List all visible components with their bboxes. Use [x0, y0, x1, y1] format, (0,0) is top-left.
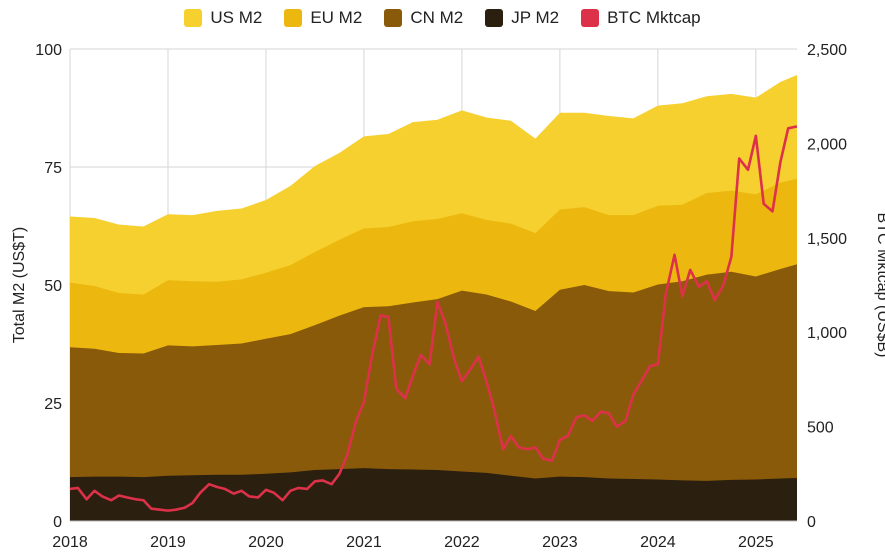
- legend-swatch: [485, 9, 504, 27]
- y-left-axis-title: Total M2 (US$T): [11, 227, 28, 343]
- x-tick-label: 2021: [346, 534, 382, 551]
- legend-label: EU M2: [310, 8, 363, 27]
- y-right-tick-label: 2,000: [807, 136, 847, 153]
- x-tick-label: 2023: [542, 534, 578, 551]
- y-left-tick-label: 50: [44, 278, 62, 295]
- area-cn-m2: [70, 264, 797, 521]
- legend-label: BTC Mktcap: [607, 8, 701, 27]
- legend-label: US M2: [210, 8, 263, 27]
- x-tick-label: 2018: [52, 534, 88, 551]
- y-right-axis-title: BTC Mktcap (US$B): [874, 213, 885, 358]
- legend-item: JP M2: [485, 8, 559, 28]
- legend-label: CN M2: [410, 8, 464, 27]
- y-left-tick-label: 25: [44, 396, 62, 413]
- legend-item: EU M2: [284, 8, 362, 28]
- legend-swatch: [581, 9, 600, 27]
- y-left-tick-label: 75: [44, 160, 62, 177]
- area-jp-m2: [70, 468, 797, 521]
- y-left-tick-label: 100: [35, 42, 62, 59]
- legend-swatch: [284, 9, 303, 27]
- x-tick-label: 2019: [150, 534, 186, 551]
- x-tick-label: 2025: [738, 534, 774, 551]
- legend-label: JP M2: [511, 8, 560, 27]
- y-left-tick-label: 0: [53, 514, 62, 531]
- y-right-tick-label: 1,000: [807, 325, 847, 342]
- y-right-tick-label: 1,500: [807, 231, 847, 248]
- y-right-tick-label: 2,500: [807, 42, 847, 59]
- x-tick-label: 2020: [248, 534, 284, 551]
- axes: 0 25 50 75 100 0 500 1,000 1,500 2,000 2,500 2018 20…: [35, 42, 847, 551]
- legend-item: US M2: [184, 8, 262, 28]
- legend-item: BTC Mktcap: [581, 8, 701, 28]
- y-right-tick-label: 0: [807, 514, 816, 531]
- x-tick-label: 2024: [640, 534, 676, 551]
- btc-line-layer: [69, 125, 798, 512]
- legend-item: CN M2: [384, 8, 463, 28]
- legend-swatch: [184, 9, 203, 27]
- x-tick-label: 2022: [444, 534, 480, 551]
- legend: US M2 EU M2 CN M2 JP M2 BTC Mktcap: [0, 8, 885, 28]
- btc-mktcap-line: [69, 125, 798, 512]
- area-layers: [70, 74, 797, 522]
- legend-swatch: [384, 9, 403, 27]
- y-right-tick-label: 500: [807, 420, 834, 437]
